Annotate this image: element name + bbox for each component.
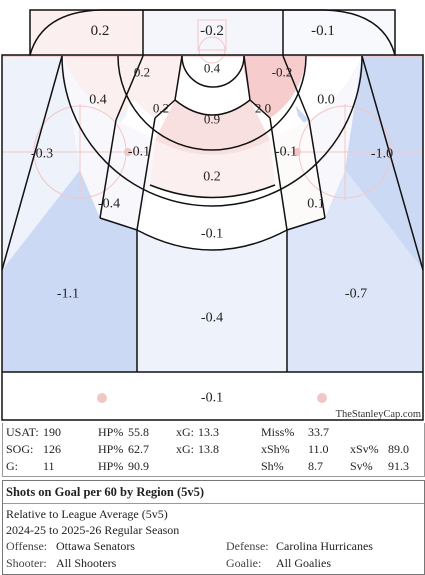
season-label: 2024-25 to 2025-26 Regular Season xyxy=(6,523,180,537)
stat-value: 91.3 xyxy=(388,459,409,473)
region-neutral xyxy=(2,372,423,420)
stat-value: 89.0 xyxy=(388,442,409,456)
defense-team: Carolina Hurricanes xyxy=(276,539,373,553)
stat-value: 13.8 xyxy=(198,442,219,456)
value-neutral: -0.1 xyxy=(201,391,223,406)
region-outer-right xyxy=(270,120,325,230)
value-mid-left: -0.1 xyxy=(128,145,150,160)
value-mid-right: -0.1 xyxy=(275,145,297,160)
stat-label: Sv% xyxy=(350,459,373,473)
region-point-left xyxy=(2,170,137,372)
shooter-value: All Shooters xyxy=(56,556,117,570)
region-mid-left xyxy=(62,56,116,218)
stat-value: 11.0 xyxy=(308,442,329,456)
stat-value: 13.3 xyxy=(198,425,219,439)
region-mid-right xyxy=(309,56,362,218)
value-slot-right: 2.0 xyxy=(255,101,271,116)
goalie-value: All Goalies xyxy=(276,556,331,570)
stat-label: HP% xyxy=(98,425,124,439)
stat-label: G: xyxy=(6,459,18,473)
value-top-of-circles: -0.1 xyxy=(201,227,223,242)
offense-label: Offense: xyxy=(6,539,48,553)
offense-row: Offense: Ottawa Senators xyxy=(6,539,135,554)
value-inner-right: -0.2 xyxy=(272,65,293,80)
value-crease: 0.4 xyxy=(204,61,221,76)
stat-label: USAT: xyxy=(6,425,39,439)
region-slot-center xyxy=(155,100,270,155)
value-slot-left: 0.2 xyxy=(153,101,169,116)
stat-value: 8.7 xyxy=(308,459,323,473)
stat-label: xSv% xyxy=(350,442,379,456)
stat-value: 11 xyxy=(43,459,55,473)
stat-label: xG: xyxy=(176,442,194,456)
value-top-left: 0.2 xyxy=(91,23,110,39)
credit-text: TheStanleyCap.com xyxy=(336,409,421,420)
stat-value: 126 xyxy=(43,442,61,456)
region-top-right xyxy=(283,10,395,55)
defense-label: Defense: xyxy=(226,539,269,553)
stat-label: SOG: xyxy=(6,442,34,456)
info-panel: Shots on Goal per 60 by Region (5v5) Rel… xyxy=(2,480,425,575)
value-ring-right: 0.0 xyxy=(317,93,335,108)
stat-value: 62.7 xyxy=(128,442,149,456)
region-slot-right xyxy=(244,56,306,118)
region-slot-left xyxy=(118,56,182,118)
stat-value: 33.7 xyxy=(308,425,329,439)
region-top-left xyxy=(30,10,143,55)
value-ring-left: 0.4 xyxy=(89,93,107,108)
stat-value: 90.9 xyxy=(128,459,149,473)
value-far-right: -1.0 xyxy=(371,147,393,162)
region-point-center xyxy=(137,230,287,372)
stat-label: Sh% xyxy=(261,459,284,473)
region-high-slot xyxy=(150,140,275,198)
value-inner-left: 0.2 xyxy=(134,65,150,80)
shooter-label: Shooter: xyxy=(6,556,47,570)
shooter-row: Shooter: All Shooters xyxy=(6,556,116,571)
stat-label: HP% xyxy=(98,459,124,473)
region-top-center xyxy=(143,10,283,55)
stat-label: xG: xyxy=(176,425,194,439)
value-outer-right: 0.1 xyxy=(307,197,325,212)
stat-label: Miss% xyxy=(261,425,295,439)
value-point-right: -0.7 xyxy=(345,287,367,302)
stats-panel: USAT: 190 HP% 55.8 xG: 13.3 Miss% 33.7 SOG: 126 HP… xyxy=(2,423,425,477)
stat-value: 55.8 xyxy=(128,425,149,439)
value-point-center: -0.4 xyxy=(201,311,223,326)
offense-team: Ottawa Senators xyxy=(56,539,135,553)
value-top-right: -0.1 xyxy=(311,23,335,39)
stat-value: 190 xyxy=(43,425,61,439)
stat-label: xSh% xyxy=(261,442,290,456)
chart-subtitle: Relative to League Average (5v5) xyxy=(6,507,168,521)
value-outer-left: -0.4 xyxy=(98,197,120,212)
value-slot-center: 0.9 xyxy=(204,112,220,127)
defense-row: Defense: Carolina Hurricanes xyxy=(226,539,373,554)
value-point-left: -1.1 xyxy=(57,287,79,302)
goalie-label: Goalie: xyxy=(226,556,262,570)
stat-label: HP% xyxy=(98,442,124,456)
shot-region-map: 0.2 -0.2 -0.1 0.4 0.2 -0.2 0.2 0.9 2.0 0… xyxy=(1,9,424,421)
value-far-left: -0.3 xyxy=(31,147,53,162)
region-crease xyxy=(182,56,244,87)
chart-title: Shots on Goal per 60 by Region (5v5) xyxy=(6,485,205,499)
goalie-row: Goalie: All Goalies xyxy=(226,556,331,571)
region-point-right xyxy=(287,170,423,372)
value-high-slot: 0.2 xyxy=(203,170,221,185)
value-top-center: -0.2 xyxy=(200,23,224,39)
